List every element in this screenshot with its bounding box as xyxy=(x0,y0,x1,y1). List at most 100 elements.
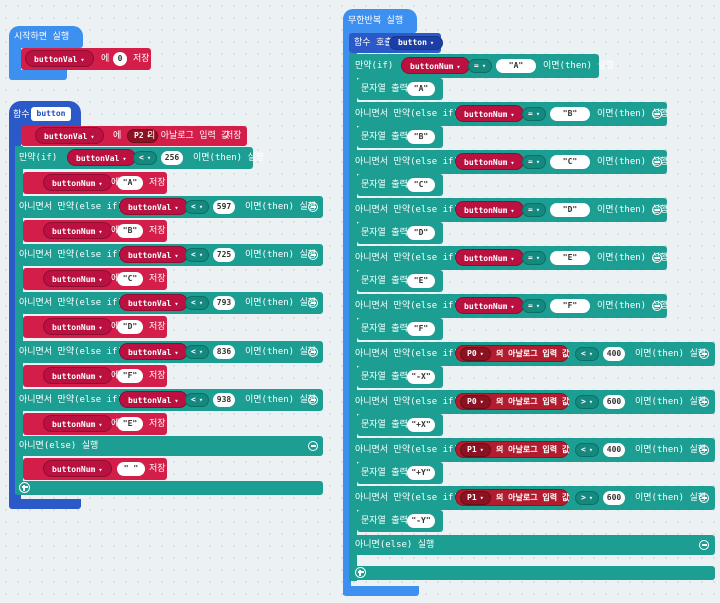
threshold-input[interactable]: 836 xyxy=(213,345,235,359)
operator-dropdown[interactable]: > ▾ xyxy=(575,395,600,409)
remove-else-icon[interactable] xyxy=(699,540,709,550)
operator-dropdown[interactable]: < ▾ xyxy=(133,151,158,165)
show-string-block[interactable]: 문자열 출력 "A" xyxy=(357,78,443,100)
set-buttonnum-block[interactable]: buttonNum ▾ 에 "E" 저장 xyxy=(23,413,167,435)
show-string-input[interactable]: "-X" xyxy=(407,370,435,384)
show-string-input[interactable]: "C" xyxy=(407,178,435,192)
operator-dropdown[interactable]: < ▾ xyxy=(575,443,600,457)
pin-dropdown[interactable]: P2 ▾ xyxy=(127,129,158,143)
threshold-input[interactable]: 938 xyxy=(213,393,235,407)
remove-branch-icon[interactable] xyxy=(652,109,662,119)
set-buttonnum-block[interactable]: buttonNum ▾ 에 "F" 저장 xyxy=(23,365,167,387)
string-input[interactable]: "B" xyxy=(550,107,590,121)
remove-branch-icon[interactable] xyxy=(308,202,318,212)
var-dropdown[interactable]: buttonNum ▾ xyxy=(43,174,112,191)
pin-dropdown[interactable]: P0 ▾ xyxy=(460,347,491,361)
var-dropdown[interactable]: buttonNum ▾ xyxy=(455,249,524,266)
call-function-block[interactable]: 함수 호출 button ▾ xyxy=(349,33,444,53)
remove-branch-icon[interactable] xyxy=(699,445,709,455)
var-dropdown[interactable]: buttonNum ▾ xyxy=(401,57,470,74)
else-if-row[interactable]: 아니면서 만약(else if) buttonVal ▾ < ▾ 725 이면(then) … xyxy=(15,244,323,266)
else-if-row[interactable]: 아니면서 만약(else if) P0 ▾ 의 아날로그 입력 값 > ▾ 600 이면(th… xyxy=(349,390,715,414)
on-start-block[interactable]: 시작하면 실행 xyxy=(9,26,83,48)
remove-branch-icon[interactable] xyxy=(308,347,318,357)
function-def-block[interactable]: 함수 button xyxy=(9,101,81,129)
show-string-input[interactable]: "-Y" xyxy=(407,514,435,528)
remove-branch-icon[interactable] xyxy=(652,301,662,311)
var-dropdown[interactable]: buttonVal ▾ xyxy=(119,294,188,311)
pin-dropdown[interactable]: P0 ▾ xyxy=(460,395,491,409)
operator-dropdown[interactable]: = ▾ xyxy=(522,299,547,313)
set-buttonval-block[interactable]: buttonVal ▾ 에 0 저장 xyxy=(21,48,151,70)
show-string-input[interactable]: "+X" xyxy=(407,418,435,432)
else-if-row[interactable]: 아니면서 만약(else if) P1 ▾ 의 아날로그 입력 값 > ▾ 600 이면(th… xyxy=(349,486,715,510)
operator-dropdown[interactable]: = ▾ xyxy=(522,251,547,265)
var-dropdown[interactable]: buttonNum ▾ xyxy=(455,201,524,218)
var-dropdown[interactable]: buttonNum ▾ xyxy=(43,318,112,335)
string-input[interactable]: "C" xyxy=(117,272,143,286)
else-if-row[interactable]: 아니면서 만약(else if) buttonNum ▾ = ▾ "E" 이면(then) … xyxy=(349,246,668,270)
string-input[interactable]: " " xyxy=(117,462,145,476)
threshold-input[interactable]: 256 xyxy=(161,151,183,165)
var-dropdown[interactable]: buttonVal ▾ xyxy=(119,343,188,360)
remove-branch-icon[interactable] xyxy=(652,157,662,167)
threshold-input[interactable]: 400 xyxy=(603,443,625,457)
string-input[interactable]: "F" xyxy=(117,369,143,383)
var-dropdown[interactable]: buttonVal ▾ xyxy=(25,50,94,67)
operator-dropdown[interactable]: < ▾ xyxy=(185,345,210,359)
remove-branch-icon[interactable] xyxy=(699,397,709,407)
remove-branch-icon[interactable] xyxy=(308,395,318,405)
threshold-input[interactable]: 400 xyxy=(603,347,625,361)
operator-dropdown[interactable]: = ▾ xyxy=(522,203,547,217)
show-string-input[interactable]: "D" xyxy=(407,226,435,240)
operator-dropdown[interactable]: < ▾ xyxy=(185,200,210,214)
threshold-input[interactable]: 597 xyxy=(213,200,235,214)
else-if-row[interactable]: 아니면서 만약(else if) buttonVal ▾ < ▾ 938 이면(then) … xyxy=(15,389,323,411)
string-input[interactable]: "B" xyxy=(117,224,143,238)
else-if-row[interactable]: 아니면서 만약(else if) buttonNum ▾ = ▾ "B" 이면(then) … xyxy=(349,102,668,126)
operator-dropdown[interactable]: < ▾ xyxy=(575,347,600,361)
remove-branch-icon[interactable] xyxy=(699,493,709,503)
forever-block[interactable]: 무한반복 실행 xyxy=(343,9,417,33)
threshold-input[interactable]: 600 xyxy=(603,395,625,409)
else-if-row[interactable]: 아니면서 만약(else if) P0 ▾ 의 아날로그 입력 값 < ▾ 400 이면(th… xyxy=(349,342,715,366)
show-string-block[interactable]: 문자열 출력 "+Y" xyxy=(357,462,443,484)
show-string-input[interactable]: "F" xyxy=(407,322,435,336)
show-string-input[interactable]: "+Y" xyxy=(407,466,435,480)
else-if-row[interactable]: 아니면서 만약(else if) buttonNum ▾ = ▾ "C" 이면(then) … xyxy=(349,150,668,174)
show-string-block[interactable]: 문자열 출력 "-Y" xyxy=(357,510,443,532)
set-analog-block[interactable]: buttonVal ▾ 에 P2 ▾ 의 아날로그 입력 값 저장 xyxy=(21,126,247,146)
threshold-input[interactable]: 725 xyxy=(213,248,235,262)
show-string-block[interactable]: 문자열 출력 "D" xyxy=(357,222,443,244)
operator-dropdown[interactable]: = ▾ xyxy=(468,59,493,73)
else-row[interactable]: 아니면(else) 실행 xyxy=(15,436,323,456)
remove-else-icon[interactable] xyxy=(308,441,318,451)
add-branch-icon[interactable] xyxy=(19,482,30,493)
var-dropdown[interactable]: buttonNum ▾ xyxy=(43,415,112,432)
set-value-input[interactable]: 0 xyxy=(113,52,127,66)
operator-dropdown[interactable]: = ▾ xyxy=(522,155,547,169)
empty-else-slot[interactable] xyxy=(357,556,371,566)
else-if-row[interactable]: 아니면서 만약(else if) P1 ▾ 의 아날로그 입력 값 < ▾ 400 이면(th… xyxy=(349,438,715,462)
var-dropdown[interactable]: buttonNum ▾ xyxy=(43,367,112,384)
remove-branch-icon[interactable] xyxy=(652,253,662,263)
string-input[interactable]: "A" xyxy=(496,59,536,73)
string-input[interactable]: "E" xyxy=(117,417,143,431)
set-buttonnum-block[interactable]: buttonNum ▾ 에 "D" 저장 xyxy=(23,316,167,338)
operator-dropdown[interactable]: < ▾ xyxy=(185,393,210,407)
show-string-block[interactable]: 문자열 출력 "E" xyxy=(357,270,443,292)
operator-dropdown[interactable]: = ▾ xyxy=(522,107,547,121)
pin-dropdown[interactable]: P1 ▾ xyxy=(460,443,491,457)
string-input[interactable]: "E" xyxy=(550,251,590,265)
pin-dropdown[interactable]: P1 ▾ xyxy=(460,491,491,505)
var-dropdown[interactable]: buttonVal ▾ xyxy=(119,198,188,215)
else-if-row[interactable]: 아니면서 만약(else if) buttonNum ▾ = ▾ "D" 이면(then) … xyxy=(349,198,668,222)
remove-branch-icon[interactable] xyxy=(699,349,709,359)
else-if-row[interactable]: 아니면서 만약(else if) buttonNum ▾ = ▾ "F" 이면(then) … xyxy=(349,294,668,318)
string-input[interactable]: "C" xyxy=(550,155,590,169)
show-string-block[interactable]: 문자열 출력 "B" xyxy=(357,126,443,148)
operator-dropdown[interactable]: > ▾ xyxy=(575,491,600,505)
function-dropdown[interactable]: button ▾ xyxy=(389,36,444,50)
else-if-row[interactable]: 아니면서 만약(else if) buttonVal ▾ < ▾ 836 이면(then) … xyxy=(15,341,323,363)
pin-analog-block[interactable]: P1 ▾ 의 아날로그 입력 값 xyxy=(455,489,569,506)
